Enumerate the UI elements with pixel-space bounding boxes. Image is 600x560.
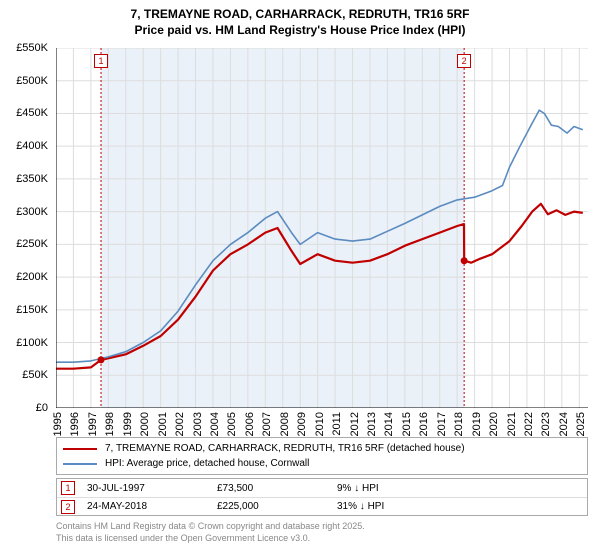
y-tick-label: £450K bbox=[16, 107, 48, 119]
legend: 7, TREMAYNE ROAD, CARHARRACK, REDRUTH, T… bbox=[56, 437, 588, 475]
legend-row: 7, TREMAYNE ROAD, CARHARRACK, REDRUTH, T… bbox=[63, 441, 581, 456]
y-tick-label: £150K bbox=[16, 304, 48, 316]
chart-area: £0£50K£100K£150K£200K£250K£300K£350K£400… bbox=[56, 48, 588, 408]
y-tick-label: £50K bbox=[22, 369, 48, 381]
sales-table: 1 30-JUL-1997 £73,500 9% ↓ HPI 2 24-MAY-… bbox=[56, 478, 588, 516]
title-line2: Price paid vs. HM Land Registry's House … bbox=[0, 22, 600, 38]
chart-sale-badge: 1 bbox=[94, 54, 108, 68]
y-tick-label: £100K bbox=[16, 337, 48, 349]
x-tick-label: 2002 bbox=[174, 412, 186, 436]
x-tick-label: 2003 bbox=[192, 412, 204, 436]
y-tick-label: £0 bbox=[36, 402, 48, 414]
x-tick-label: 2021 bbox=[506, 412, 518, 436]
x-tick-label: 2006 bbox=[244, 412, 256, 436]
legend-label-price: 7, TREMAYNE ROAD, CARHARRACK, REDRUTH, T… bbox=[105, 443, 465, 454]
x-tick-label: 2020 bbox=[488, 412, 500, 436]
x-tick-label: 2004 bbox=[209, 412, 221, 436]
x-tick-label: 2012 bbox=[349, 412, 361, 436]
x-tick-label: 2014 bbox=[383, 412, 395, 436]
x-tick-label: 2018 bbox=[453, 412, 465, 436]
title-line1: 7, TREMAYNE ROAD, CARHARRACK, REDRUTH, T… bbox=[0, 6, 600, 22]
sale-date: 24-MAY-2018 bbox=[81, 501, 211, 512]
attribution-line2: This data is licensed under the Open Gov… bbox=[56, 533, 588, 545]
legend-swatch-price bbox=[63, 448, 97, 450]
y-tick-label: £500K bbox=[16, 75, 48, 87]
attribution: Contains HM Land Registry data © Crown c… bbox=[56, 521, 588, 544]
x-tick-label: 2007 bbox=[261, 412, 273, 436]
x-tick-label: 2013 bbox=[366, 412, 378, 436]
y-tick-label: £400K bbox=[16, 140, 48, 152]
x-tick-label: 2000 bbox=[139, 412, 151, 436]
x-tick-label: 2008 bbox=[279, 412, 291, 436]
x-tick-label: 2005 bbox=[226, 412, 238, 436]
sale-price: £225,000 bbox=[211, 501, 331, 512]
legend-row: HPI: Average price, detached house, Corn… bbox=[63, 456, 581, 471]
x-tick-label: 2011 bbox=[331, 412, 343, 436]
y-tick-label: £550K bbox=[16, 42, 48, 54]
y-tick-label: £250K bbox=[16, 238, 48, 250]
chart-title: 7, TREMAYNE ROAD, CARHARRACK, REDRUTH, T… bbox=[0, 0, 600, 38]
x-tick-label: 2022 bbox=[523, 412, 535, 436]
sale-badge-1: 1 bbox=[61, 481, 75, 495]
x-tick-label: 2009 bbox=[296, 412, 308, 436]
x-tick-label: 2016 bbox=[418, 412, 430, 436]
x-tick-label: 2017 bbox=[436, 412, 448, 436]
table-row: 2 24-MAY-2018 £225,000 31% ↓ HPI bbox=[57, 497, 587, 515]
chart-sale-badge: 2 bbox=[457, 54, 471, 68]
x-tick-label: 1995 bbox=[52, 412, 64, 436]
x-tick-label: 2025 bbox=[575, 412, 587, 436]
x-tick-label: 1996 bbox=[69, 412, 81, 436]
x-tick-label: 2024 bbox=[558, 412, 570, 436]
y-tick-label: £300K bbox=[16, 206, 48, 218]
x-tick-label: 2015 bbox=[401, 412, 413, 436]
attribution-line1: Contains HM Land Registry data © Crown c… bbox=[56, 521, 588, 533]
sale-price: £73,500 bbox=[211, 483, 331, 494]
table-row: 1 30-JUL-1997 £73,500 9% ↓ HPI bbox=[57, 479, 587, 497]
y-tick-label: £350K bbox=[16, 173, 48, 185]
legend-swatch-hpi bbox=[63, 463, 97, 465]
x-tick-label: 2019 bbox=[471, 412, 483, 436]
x-tick-label: 1997 bbox=[87, 412, 99, 436]
sale-date: 30-JUL-1997 bbox=[81, 483, 211, 494]
sale-badge-2: 2 bbox=[61, 500, 75, 514]
legend-label-hpi: HPI: Average price, detached house, Corn… bbox=[105, 458, 309, 469]
sale-delta: 9% ↓ HPI bbox=[331, 483, 587, 494]
y-tick-label: £200K bbox=[16, 271, 48, 283]
x-tick-label: 1999 bbox=[122, 412, 134, 436]
x-tick-label: 2023 bbox=[540, 412, 552, 436]
sale-delta: 31% ↓ HPI bbox=[331, 501, 587, 512]
x-tick-label: 1998 bbox=[104, 412, 116, 436]
x-tick-label: 2010 bbox=[314, 412, 326, 436]
x-tick-label: 2001 bbox=[157, 412, 169, 436]
chart-svg bbox=[56, 48, 588, 408]
